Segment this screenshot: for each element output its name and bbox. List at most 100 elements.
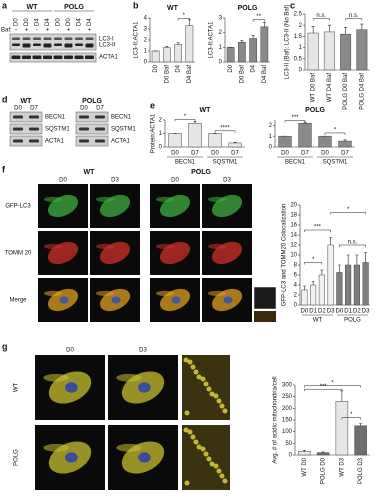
lane-label: D4 <box>45 18 51 26</box>
significance-label: * <box>183 13 186 19</box>
significance-label: * <box>331 380 334 386</box>
significance-label: * <box>184 114 187 120</box>
baf-sign: - <box>36 28 38 34</box>
bar <box>301 289 308 306</box>
column-label: D0 <box>171 178 179 184</box>
puncta <box>209 391 215 397</box>
x-tick-label: D7 <box>231 151 239 157</box>
band <box>12 43 20 46</box>
x-tick-label: D2 <box>318 309 326 315</box>
blot <box>75 123 109 135</box>
nucleus <box>171 296 181 304</box>
x-tick-label: D0 <box>336 309 344 315</box>
band <box>64 43 73 48</box>
band <box>95 139 105 143</box>
x-tick-label: D1 <box>309 309 317 315</box>
significance-bracket <box>345 18 363 21</box>
row-label: Merge <box>9 298 27 304</box>
group-label: SQSTM1 <box>323 160 348 166</box>
error-bar <box>320 269 324 275</box>
puncta <box>222 408 228 414</box>
row-label: TOMM 20 <box>5 251 32 257</box>
bar <box>188 123 202 148</box>
band <box>64 55 73 59</box>
y-tick-label: 3 <box>144 27 148 33</box>
y-tick-label: 10 <box>290 253 297 259</box>
cell-process <box>44 196 62 203</box>
x-tick-label: D4 <box>251 64 257 72</box>
chart-title: POLG <box>305 107 325 114</box>
band <box>75 37 83 40</box>
significance-label: n.s. <box>349 13 359 19</box>
cell-process <box>156 196 174 203</box>
y-axis-label: Avg. # of acidic mitochondria/cell <box>273 376 279 463</box>
bar <box>238 41 246 63</box>
band-label: BECN1 <box>45 115 66 121</box>
band <box>29 115 39 119</box>
y-tick-label: 1 <box>144 49 148 55</box>
bar <box>249 38 257 63</box>
y-tick-label: 0 <box>219 60 223 66</box>
group-label: POLG <box>64 4 84 11</box>
x-tick-label: D1 <box>344 309 352 315</box>
baf-label: Baf: <box>1 28 12 34</box>
x-tick-label: D7 <box>341 151 349 157</box>
significance-label: * <box>312 257 315 263</box>
band <box>75 43 83 46</box>
cell-process <box>208 196 226 203</box>
cell-process <box>208 290 226 297</box>
lane-label: D4 <box>35 18 41 26</box>
y-tick-label: 2 <box>144 38 148 44</box>
y-tick-label: 2 <box>159 118 163 124</box>
lane-label: D0 <box>66 18 72 26</box>
puncta <box>203 381 209 387</box>
puncta <box>206 456 212 462</box>
inset <box>253 286 277 310</box>
bar <box>298 451 311 456</box>
band <box>85 55 94 59</box>
band <box>54 43 62 46</box>
y-tick-label: 2 <box>294 293 298 299</box>
puncta <box>196 444 202 450</box>
significance-label: * <box>347 207 350 213</box>
puncta <box>213 463 219 469</box>
error-bar <box>321 451 325 453</box>
significance-bracket <box>341 417 361 420</box>
bar <box>278 135 292 148</box>
panel-letter: e <box>150 100 155 110</box>
cell-process <box>116 373 142 382</box>
y-tick-label: 200 <box>282 406 293 412</box>
x-tick-label: D7 <box>191 151 199 157</box>
baf-sign: + <box>25 28 29 34</box>
lane-label: D0 <box>80 106 88 112</box>
y-axis-label: LC3-II:ACTA1 <box>134 21 140 59</box>
y-tick-label: 50 <box>285 441 292 447</box>
band <box>22 55 31 59</box>
significance-bracket <box>214 130 236 133</box>
bar <box>354 425 367 456</box>
bar <box>336 272 343 306</box>
cell-process <box>208 243 226 250</box>
puncta <box>190 434 196 440</box>
y-tick-label: 0 <box>159 145 163 151</box>
chart-title: WT <box>167 5 179 12</box>
band <box>12 37 20 40</box>
x-tick-label: D0 <box>228 64 234 72</box>
error-bar <box>346 254 350 265</box>
error-bar <box>176 42 180 45</box>
y-tick-label: 0 <box>294 303 298 309</box>
x-tick-label: D0 Baf <box>164 65 170 84</box>
y-tick-label: 250 <box>282 394 293 400</box>
bar <box>340 33 352 71</box>
error-bar <box>360 23 364 30</box>
bar <box>353 264 360 306</box>
nucleus <box>138 452 151 463</box>
y-tick-label: 3 <box>219 16 223 22</box>
y-tick-label: 0.5 <box>294 56 303 62</box>
lane-label: D4 <box>77 18 83 26</box>
y-tick-label: 300 <box>282 383 293 389</box>
band-label: BECN1 <box>111 115 132 121</box>
cell-process <box>156 290 174 297</box>
band <box>13 127 23 131</box>
